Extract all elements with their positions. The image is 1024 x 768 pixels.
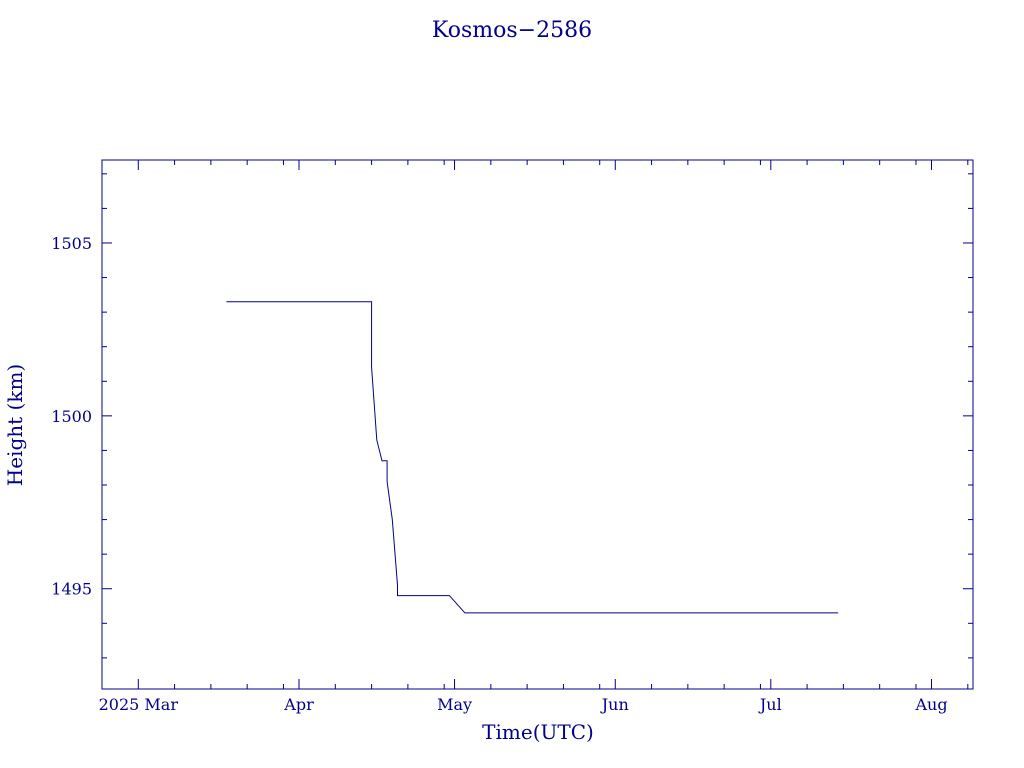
x-axis-tick-labels: 2025 Mar Apr May Jun Jul Aug — [99, 695, 948, 714]
x-tick-label: Jul — [758, 695, 782, 714]
x-tick-label: May — [437, 695, 472, 714]
x-axis-label: Time(UTC) — [482, 720, 594, 744]
y-axis-ticks — [102, 173, 973, 659]
y-tick-label: 1500 — [51, 407, 92, 426]
x-tick-label: 2025 Mar — [99, 695, 179, 714]
x-tick-label: Aug — [914, 695, 947, 714]
height-series-line — [226, 301, 839, 614]
y-axis-label: Height (km) — [3, 364, 27, 486]
chart-title: Kosmos−2586 — [432, 18, 592, 43]
x-tick-label: Apr — [283, 695, 314, 714]
y-tick-label: 1505 — [51, 234, 92, 253]
y-axis-tick-labels: 1495 1500 1505 — [51, 234, 92, 599]
y-tick-label: 1495 — [51, 580, 92, 599]
plot-frame — [101, 159, 974, 690]
x-tick-label: Jun — [600, 695, 629, 714]
x-axis-ticks — [101, 160, 969, 689]
